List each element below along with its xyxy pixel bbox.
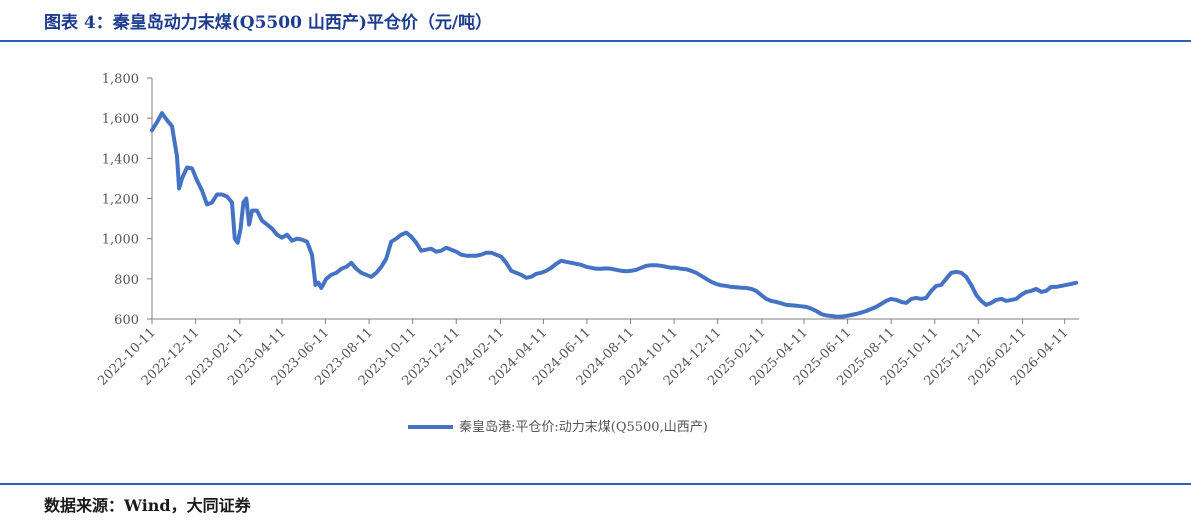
series-line — [150, 111, 1079, 319]
legend: 秦皇岛港:平仓价:动力末煤(Q5500,山西产) — [408, 419, 708, 435]
y-tick-label: 1,200 — [102, 193, 139, 208]
legend-label: 秦皇岛港:平仓价:动力末煤(Q5500,山西产) — [459, 419, 708, 435]
line-chart: 600 800 1,000 1,200 1,400 1,600 1,800 2022-10-… — [95, 72, 1079, 435]
x-axis: 2022-10-112022-12-112023-02-112023-04-11… — [95, 318, 1079, 389]
y-tick-label: 1,800 — [102, 72, 139, 87]
y-tick-label: 600 — [114, 313, 139, 328]
series-layer — [150, 111, 1079, 319]
y-tick-label: 1,000 — [102, 233, 139, 248]
y-tick-label: 1,400 — [102, 152, 139, 167]
figure-title: 图表 4：秦皇岛动力末煤(Q5500 山西产)平仓价（元/吨） — [44, 13, 493, 33]
figure-header: 图表 4：秦皇岛动力末煤(Q5500 山西产)平仓价（元/吨） — [0, 0, 1191, 42]
y-axis: 600 800 1,000 1,200 1,400 1,600 1,800 — [102, 72, 153, 328]
y-tick-label: 800 — [114, 273, 139, 288]
y-tick-label: 1,600 — [102, 112, 139, 127]
source-note: 数据来源：Wind，大同证券 — [44, 496, 251, 515]
footer-rule — [0, 483, 1191, 485]
header-rule — [0, 40, 1191, 42]
